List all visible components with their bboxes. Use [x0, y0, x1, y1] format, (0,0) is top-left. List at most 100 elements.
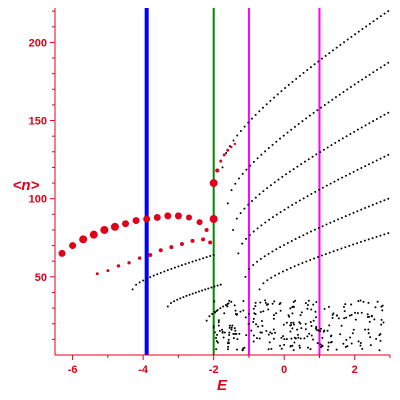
level-point — [159, 271, 162, 274]
level-point — [307, 158, 310, 161]
level-point — [310, 324, 313, 327]
level-point — [313, 257, 316, 260]
highlight-point — [127, 261, 131, 265]
level-point — [302, 234, 305, 237]
level-point — [306, 335, 309, 338]
level-point — [295, 77, 298, 80]
level-point — [265, 329, 268, 332]
level-point — [360, 208, 363, 211]
level-point — [293, 336, 296, 339]
level-point — [217, 319, 220, 322]
level-point — [344, 303, 347, 306]
x-tick-label: 0 — [281, 364, 287, 376]
level-point — [289, 307, 292, 310]
level-point — [367, 205, 370, 208]
level-point — [308, 114, 311, 117]
level-point — [149, 276, 152, 279]
level-point — [326, 329, 329, 332]
level-point — [258, 193, 261, 196]
level-point — [212, 326, 215, 329]
level-point — [298, 321, 301, 324]
level-point — [321, 336, 324, 339]
level-point — [180, 264, 183, 267]
level-point — [376, 17, 379, 20]
level-point — [235, 333, 238, 336]
level-point — [320, 57, 323, 60]
level-point — [252, 317, 255, 320]
level-point — [333, 220, 336, 223]
level-point — [327, 341, 330, 344]
level-point — [346, 345, 349, 348]
level-point — [283, 208, 286, 211]
axes — [54, 8, 390, 356]
level-point — [280, 336, 283, 339]
level-point — [342, 305, 345, 308]
level-point — [227, 338, 230, 341]
level-point — [361, 28, 364, 31]
y-axis-label: <n> — [13, 177, 40, 194]
level-point — [344, 345, 347, 348]
level-point — [350, 342, 353, 345]
level-point — [292, 349, 295, 352]
highlight-point — [143, 215, 151, 223]
level-point — [325, 184, 328, 187]
level-point — [275, 248, 278, 251]
level-point — [222, 305, 225, 308]
level-point — [364, 76, 367, 79]
level-point — [235, 217, 238, 220]
level-point — [369, 344, 372, 347]
vertical-lines — [144, 8, 321, 355]
level-point — [188, 261, 190, 264]
level-point — [313, 63, 316, 66]
level-point — [325, 223, 328, 226]
level-point — [264, 150, 267, 153]
level-point — [370, 314, 373, 317]
level-point — [379, 157, 382, 160]
highlight-point — [190, 238, 195, 243]
highlight-point — [209, 215, 218, 224]
level-point — [207, 287, 210, 290]
level-point — [289, 344, 292, 347]
level-point — [344, 174, 347, 177]
level-point — [317, 255, 320, 258]
level-point — [368, 122, 371, 125]
x-tick-label: 2 — [352, 364, 358, 376]
level-point — [286, 241, 289, 244]
level-point — [219, 307, 222, 310]
level-point — [331, 313, 334, 316]
highlight-point — [116, 264, 121, 268]
level-point — [238, 332, 241, 335]
level-point — [271, 143, 274, 146]
level-point — [301, 262, 304, 265]
level-point — [226, 342, 229, 345]
level-point — [360, 126, 363, 129]
level-point — [306, 69, 309, 72]
y-tick-label: 200 — [29, 37, 47, 49]
level-point — [315, 153, 318, 156]
level-point — [303, 337, 306, 340]
level-point — [330, 144, 333, 147]
level-point — [359, 240, 362, 243]
level-point — [362, 300, 365, 303]
level-point — [269, 331, 272, 334]
level-point — [305, 260, 308, 263]
level-point — [217, 321, 220, 324]
level-point — [256, 227, 259, 230]
level-point — [331, 316, 334, 319]
level-point — [243, 207, 246, 210]
level-point — [242, 347, 245, 350]
level-point — [328, 251, 331, 254]
level-point — [379, 115, 382, 118]
level-point — [340, 324, 343, 327]
level-point — [241, 349, 244, 352]
level-point — [345, 135, 348, 138]
level-point — [349, 86, 352, 89]
level-point — [359, 342, 362, 345]
level-point — [293, 265, 296, 268]
level-point — [304, 322, 307, 325]
level-point — [284, 87, 287, 90]
level-point — [309, 258, 312, 261]
level-point — [221, 166, 224, 169]
level-point — [233, 333, 236, 336]
